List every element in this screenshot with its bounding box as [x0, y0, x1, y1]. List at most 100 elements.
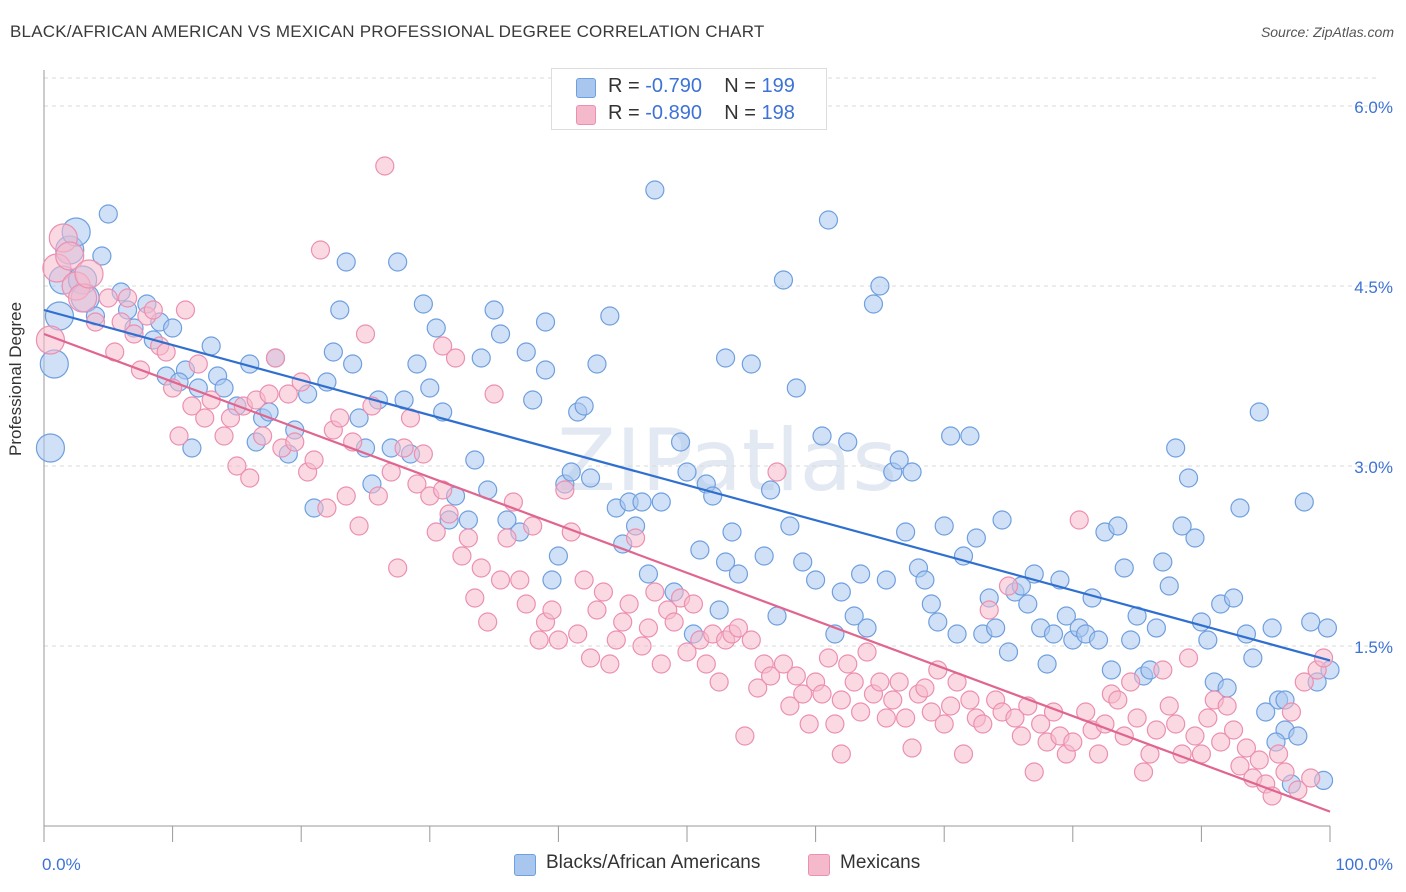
point-mexicans — [632, 636, 652, 656]
point-mexicans — [1223, 720, 1244, 740]
point-mexicans — [793, 684, 813, 704]
point-mexicans — [465, 588, 485, 608]
point-mexicans — [683, 594, 704, 614]
point-blacks — [902, 462, 922, 482]
point-mexicans — [529, 630, 549, 650]
point-blacks — [1256, 702, 1276, 722]
point-mexicans — [748, 678, 768, 698]
point-blacks — [214, 378, 234, 398]
point-mexicans — [188, 354, 208, 374]
point-mexicans — [452, 546, 472, 566]
point-blacks — [934, 516, 954, 536]
legend-label-blacks: Blacks/African Americans — [546, 852, 761, 873]
point-blacks — [407, 354, 427, 374]
point-blacks — [490, 324, 511, 344]
point-blacks — [760, 480, 781, 500]
point-blacks — [857, 618, 877, 638]
point-mexicans — [240, 468, 260, 488]
point-mexicans — [1236, 738, 1257, 758]
chart-title: BLACK/AFRICAN AMERICAN VS MEXICAN PROFES… — [10, 22, 765, 41]
point-mexicans — [973, 714, 993, 734]
point-mexicans — [175, 300, 196, 320]
point-mexicans — [876, 708, 896, 728]
point-blacks — [349, 408, 369, 428]
point-blacks — [1262, 618, 1282, 638]
point-blacks — [870, 276, 890, 296]
point-blacks — [960, 426, 980, 446]
point-blacks — [1243, 648, 1263, 668]
point-blacks — [182, 438, 202, 458]
point-mexicans — [651, 654, 671, 674]
point-blacks — [754, 546, 774, 566]
point-blacks — [741, 354, 761, 374]
x-tick-label: 100.0% — [1335, 855, 1393, 874]
point-mexicans — [1217, 696, 1237, 716]
point-mexicans — [278, 384, 298, 404]
point-blacks — [889, 450, 909, 470]
point-mexicans — [439, 504, 459, 524]
point-mexicans — [825, 714, 845, 734]
point-blacks — [201, 336, 221, 356]
point-mexicans — [1249, 750, 1269, 770]
point-mexicans — [1198, 708, 1218, 728]
point-mexicans — [773, 654, 794, 674]
point-blacks — [812, 426, 832, 446]
point-blacks — [574, 396, 594, 416]
point-mexicans — [857, 642, 877, 662]
point-mexicans — [838, 654, 858, 674]
point-mexicans — [394, 438, 414, 458]
point-blacks — [1108, 516, 1128, 536]
point-mexicans — [1275, 762, 1295, 782]
point-mexicans — [1063, 732, 1083, 752]
point-mexicans — [574, 570, 594, 590]
point-mexicans — [74, 259, 104, 289]
stats-legend: R = -0.790 N = 199 R = -0.890 N = 198 — [551, 68, 827, 130]
point-blacks — [1178, 468, 1199, 488]
point-blacks — [535, 312, 556, 332]
point-blacks — [561, 462, 581, 482]
point-mexicans — [1108, 690, 1128, 710]
point-mexicans — [1069, 510, 1089, 530]
point-blacks — [587, 354, 607, 374]
point-blacks — [941, 426, 961, 446]
series-legend: Blacks/African Americans Mexicans — [0, 852, 1406, 878]
point-mexicans — [677, 642, 697, 662]
point-blacks — [709, 600, 729, 620]
point-mexicans — [780, 696, 800, 716]
point-mexicans — [523, 516, 543, 536]
point-mexicans — [960, 690, 980, 710]
point-mexicans — [310, 240, 331, 260]
point-mexicans — [915, 678, 935, 698]
point-mexicans — [1178, 648, 1199, 668]
point-blacks — [1223, 588, 1244, 608]
point-blacks — [516, 342, 536, 362]
y-tick-label: 3.0% — [1354, 458, 1393, 477]
point-blacks — [1159, 576, 1179, 596]
point-blacks — [838, 432, 858, 452]
point-mexicans — [1031, 714, 1051, 734]
point-blacks — [831, 582, 851, 602]
point-blacks — [921, 594, 941, 614]
point-mexicans — [98, 288, 118, 308]
point-mexicans — [934, 714, 954, 734]
point-blacks — [330, 300, 350, 320]
source-label: Source: ZipAtlas.com — [1260, 24, 1394, 40]
point-blacks — [92, 246, 112, 266]
point-mexicans — [600, 654, 620, 674]
point-blacks — [677, 462, 697, 482]
point-mexicans — [587, 600, 607, 620]
point-mexicans — [227, 456, 247, 476]
point-mexicans — [253, 426, 273, 446]
point-blacks — [548, 546, 569, 566]
point-blacks — [471, 348, 491, 368]
point-blacks — [35, 433, 66, 463]
pink-swatch — [576, 105, 596, 125]
point-mexicans — [471, 558, 491, 578]
point-mexicans — [709, 672, 729, 692]
point-mexicans — [182, 396, 202, 416]
point-blacks — [1146, 618, 1166, 638]
point-mexicans — [368, 486, 388, 506]
point-mexicans — [516, 594, 536, 614]
point-mexicans — [638, 618, 659, 638]
point-mexicans — [728, 618, 749, 638]
